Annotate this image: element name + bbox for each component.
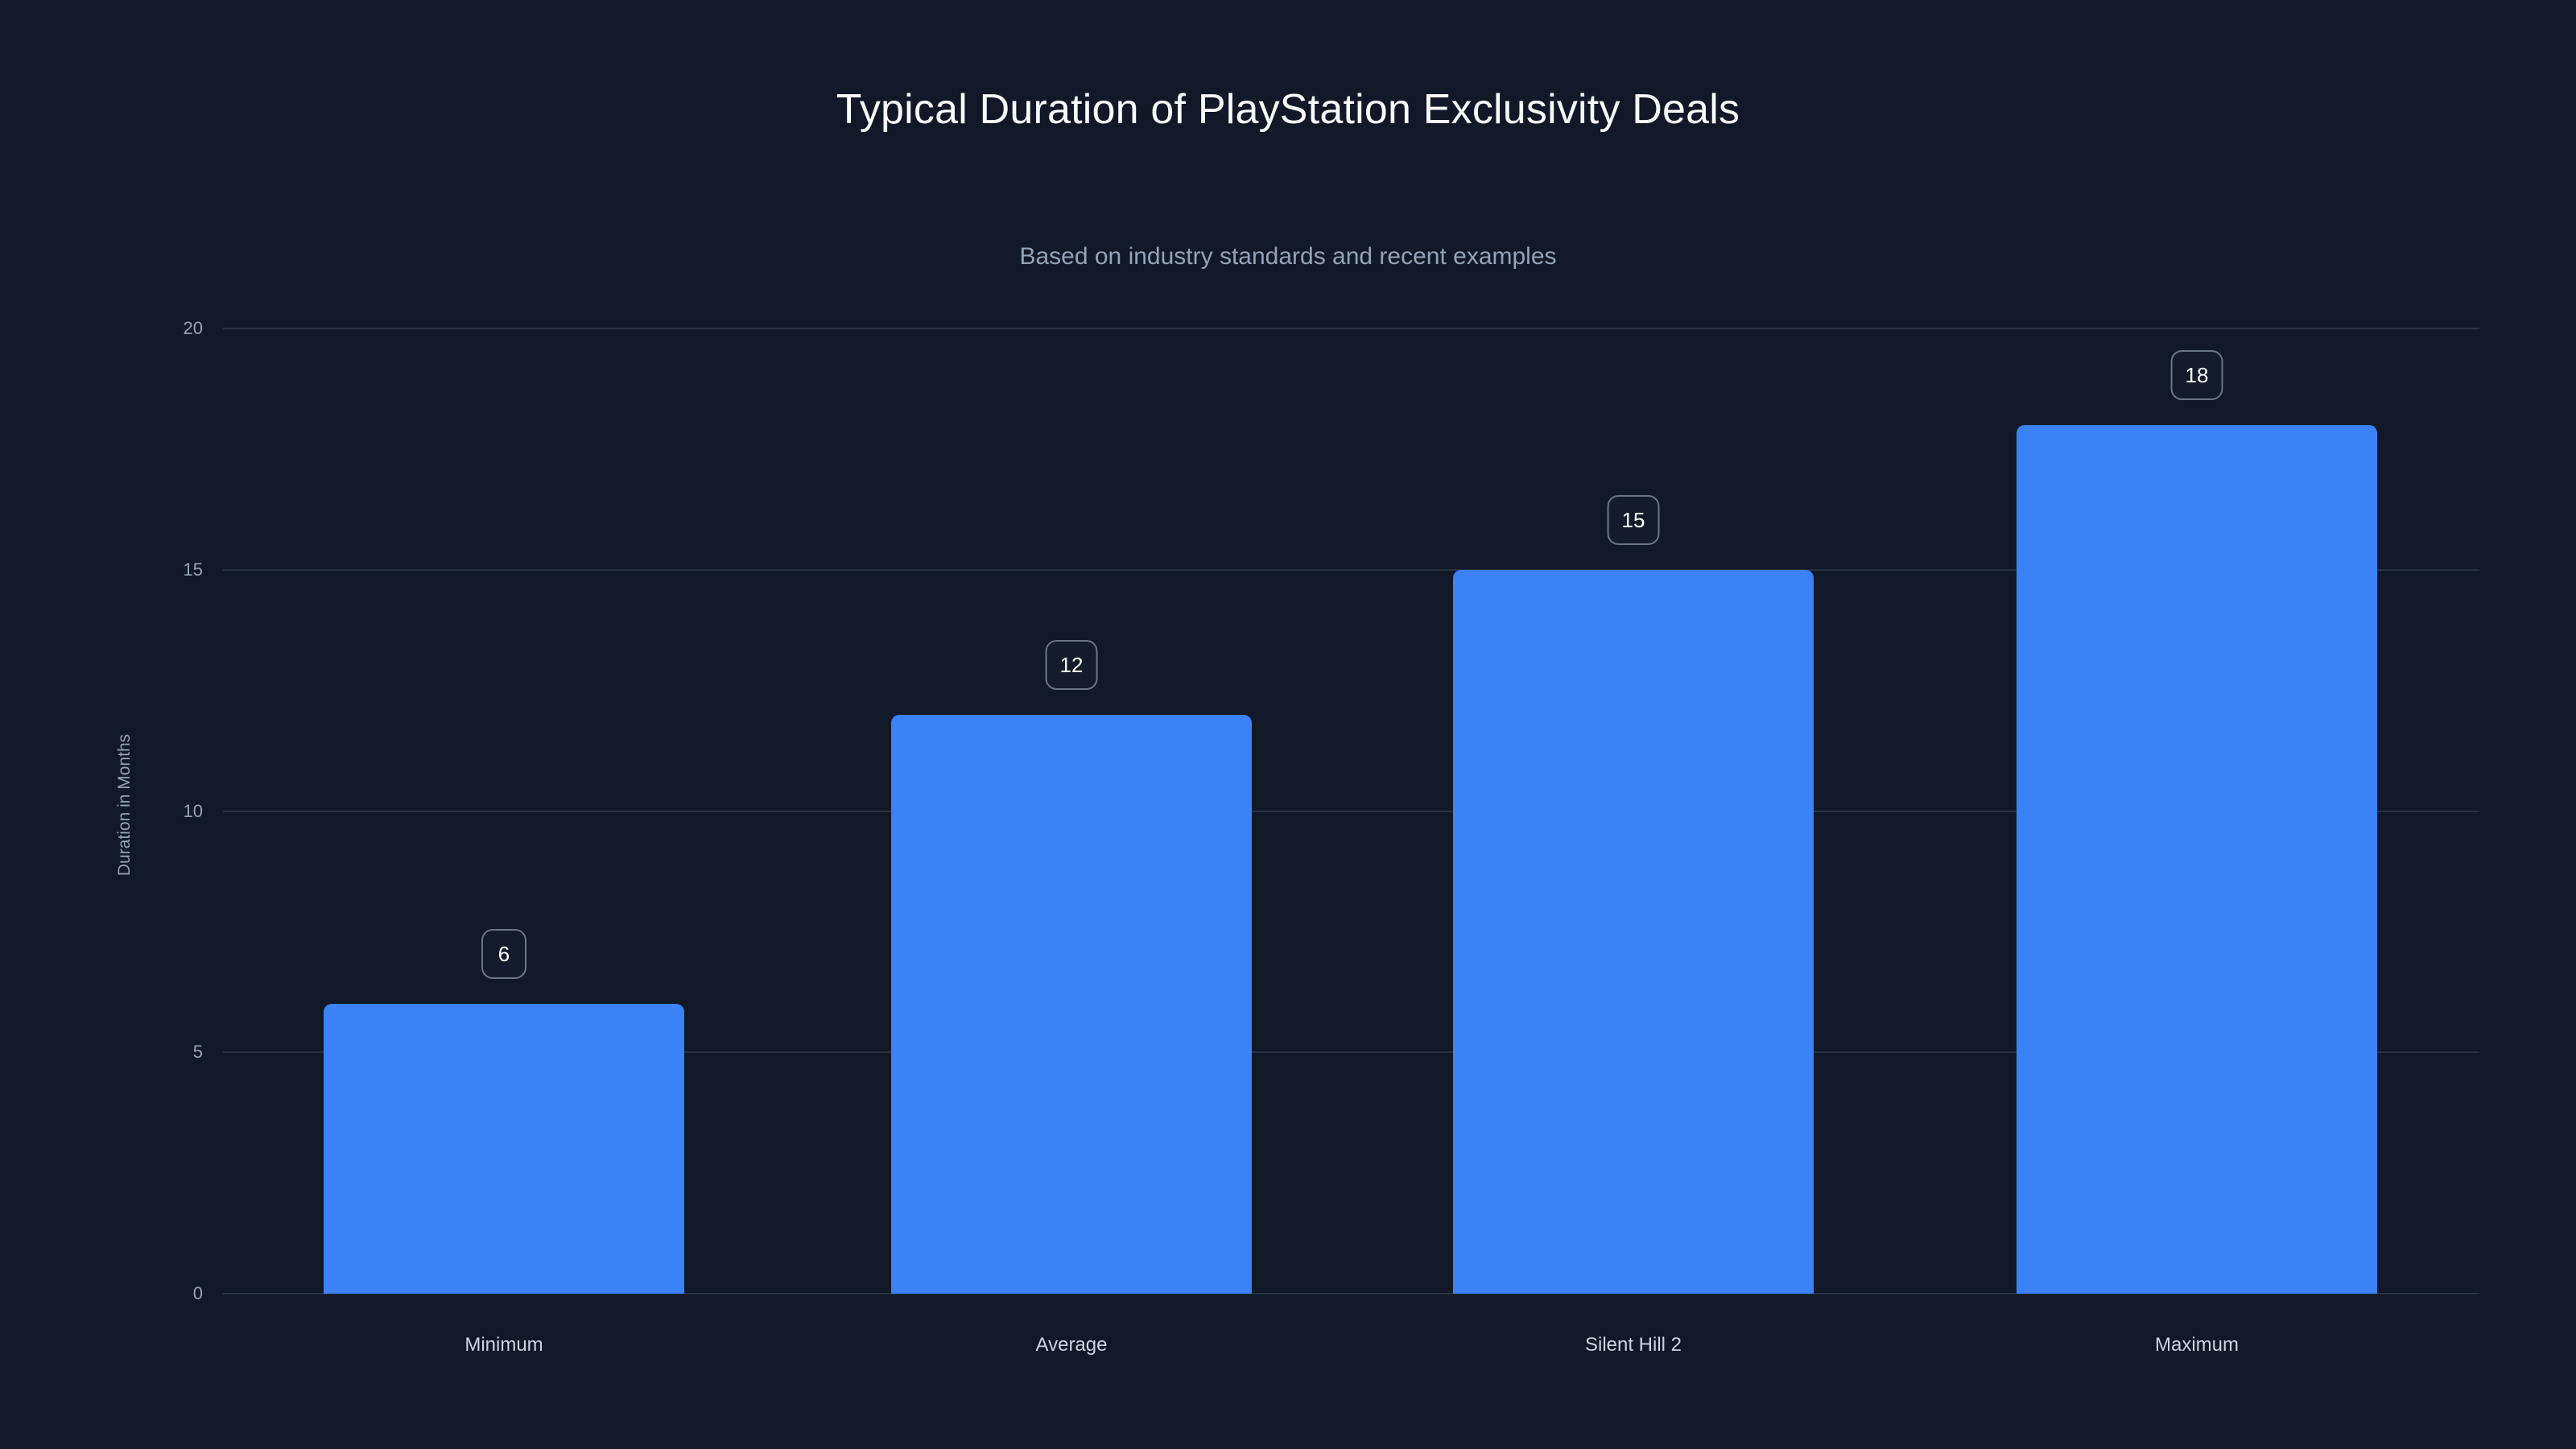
x-axis-category-label: Minimum [464, 1334, 543, 1356]
y-axis-tick-label: 15 [183, 559, 203, 580]
gridline [223, 1051, 2479, 1054]
gridline [223, 810, 2479, 812]
bar-value-badge: 18 [2170, 349, 2223, 400]
bar[interactable] [891, 714, 1252, 1294]
y-axis-tick-label: 10 [183, 800, 203, 821]
bar-value-badge: 6 [481, 929, 526, 980]
y-axis-tick-label: 0 [192, 1283, 203, 1303]
x-axis-category-label: Average [1035, 1334, 1108, 1356]
gridline [223, 1293, 2479, 1294]
bar[interactable] [2017, 424, 2377, 1294]
y-axis-tick-label: 20 [183, 318, 203, 338]
x-axis-category-label: Silent Hill 2 [1584, 1334, 1682, 1356]
chart-subtitle: Based on industry standards and recent e… [1019, 243, 1557, 270]
y-axis-title: Duration in Months [115, 733, 134, 877]
x-axis-category-label: Maximum [2154, 1334, 2240, 1356]
plot-area [223, 328, 2479, 1294]
bar[interactable] [1453, 569, 1814, 1294]
bar-value-badge: 12 [1045, 639, 1098, 690]
bar-value-badge: 15 [1607, 494, 1660, 545]
bar[interactable] [324, 1004, 684, 1294]
page-title: Typical Duration of PlayStation Exclusiv… [836, 86, 1740, 133]
y-axis-tick-label: 5 [192, 1042, 203, 1063]
gridline [223, 328, 2479, 329]
gridline [223, 568, 2479, 571]
